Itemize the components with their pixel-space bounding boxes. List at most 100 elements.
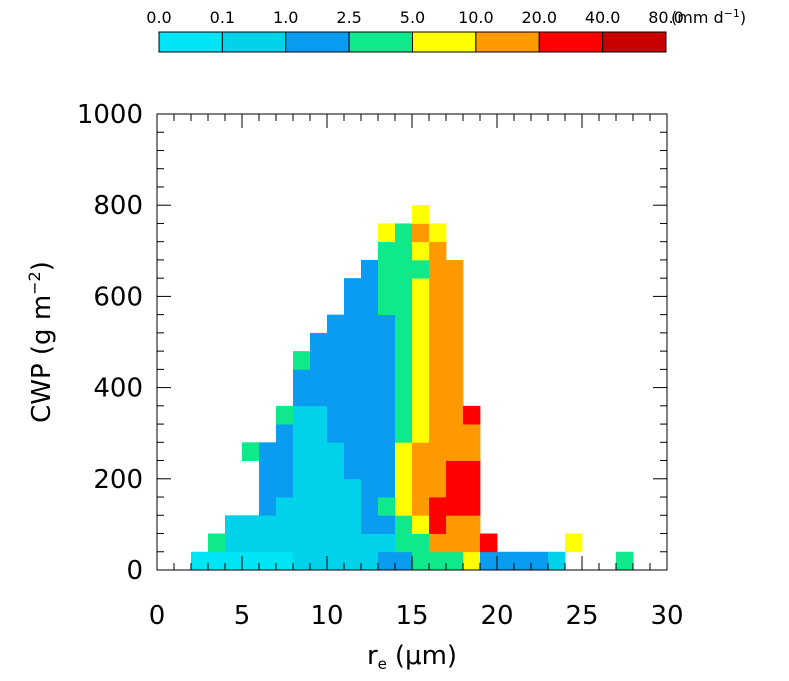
x-tick-label: 15: [395, 601, 428, 631]
heatmap-cell: [361, 369, 379, 388]
heatmap-cell: [361, 515, 379, 534]
heatmap-cell: [548, 551, 566, 571]
heatmap-cell: [310, 551, 328, 571]
heatmap-cell: [276, 460, 294, 480]
colorbar-labels: 0.0 0.1 1.0 2.5 5.0 10.0 20.0 40.0 80.0: [146, 8, 684, 27]
heatmap-cell: [361, 332, 379, 352]
heatmap-cell: [327, 351, 345, 370]
heatmap-cell: [429, 296, 447, 316]
heatmap-cell: [310, 332, 328, 352]
heatmap-cell: [395, 369, 413, 388]
x-tick-label: 30: [650, 601, 683, 631]
heatmap-cell: [276, 551, 294, 571]
colorbar: [158, 31, 667, 53]
heatmap-cell: [361, 259, 379, 279]
heatmap-cell: [378, 405, 396, 425]
heatmap-cell: [378, 515, 396, 534]
heatmap-cell: [378, 296, 396, 316]
heatmap-cell: [378, 241, 396, 261]
heatmap-cell: [361, 314, 379, 334]
heatmap-cell: [327, 424, 345, 443]
heatmap-cell: [276, 533, 294, 553]
heatmap-cell: [361, 296, 379, 316]
heatmap-cell: [395, 296, 413, 316]
heatmap-cell: [446, 387, 464, 407]
colorbar-swatch: [475, 31, 540, 53]
heatmap-cell: [327, 533, 345, 553]
heatmap-cell: [378, 223, 396, 243]
heatmap-cell: [259, 460, 277, 480]
heatmap-cell: [412, 515, 430, 534]
heatmap-cell: [327, 314, 345, 334]
y-tick-label: 600: [93, 282, 143, 312]
heatmap-cell: [293, 515, 311, 534]
heatmap-cell: [446, 369, 464, 388]
heatmap-cell: [378, 387, 396, 407]
heatmap-cell: [310, 442, 328, 461]
heatmap-cell: [395, 424, 413, 443]
heatmap-cell: [344, 332, 362, 352]
heatmap-cell: [310, 460, 328, 480]
heatmap-cell: [344, 278, 362, 297]
heatmap-cell: [361, 551, 379, 571]
heatmap-cell: [446, 442, 464, 461]
heatmap-cell: [395, 405, 413, 425]
heatmap-cell: [276, 424, 294, 443]
heatmap-cell: [344, 478, 362, 498]
heatmap-cell: [395, 332, 413, 352]
heatmap-cell: [276, 405, 294, 425]
heatmap-cell: [259, 515, 277, 534]
heatmap-cell: [344, 351, 362, 370]
heatmap-cell: [293, 405, 311, 425]
heatmap-cell: [378, 369, 396, 388]
heatmap-cell: [446, 478, 464, 498]
y-tick-label: 200: [93, 465, 143, 495]
heatmap-cell: [327, 460, 345, 480]
heatmap-cell: [412, 332, 430, 352]
heatmap-cell: [344, 314, 362, 334]
heatmap-cell: [259, 442, 277, 461]
y-tick-label: 800: [93, 191, 143, 221]
heatmap-cell: [242, 551, 260, 571]
heatmap-cell: [293, 460, 311, 480]
heatmap-cell: [327, 515, 345, 534]
heatmap-cell: [191, 551, 209, 571]
heatmap-cell: [361, 405, 379, 425]
heatmap-cell: [378, 551, 396, 571]
heatmap-cell: [276, 497, 294, 516]
heatmap-cell: [361, 533, 379, 553]
heatmap-cell: [412, 442, 430, 461]
heatmap-cell: [429, 424, 447, 443]
heatmap-cell: [293, 497, 311, 516]
heatmap-cell: [395, 314, 413, 334]
heatmap-cell: [344, 369, 362, 388]
heatmap-cell: [463, 533, 481, 553]
heatmap-cell: [378, 332, 396, 352]
heatmap-cell: [310, 424, 328, 443]
heatmap-cell: [429, 332, 447, 352]
heatmap-cell: [327, 497, 345, 516]
heatmap-cell: [310, 387, 328, 407]
x-axis-label: re (μm): [367, 641, 457, 673]
heatmap-cell: [412, 478, 430, 498]
heatmap-cell: [412, 223, 430, 243]
heatmap-cell: [276, 515, 294, 534]
heatmap-cell: [395, 278, 413, 297]
y-tick-label: 0: [126, 556, 143, 586]
x-tick-label: 10: [310, 601, 343, 631]
heatmap-cell: [378, 351, 396, 370]
heatmap-cell: [463, 460, 481, 480]
heatmap-cell: [395, 442, 413, 461]
heatmap-cell: [395, 515, 413, 534]
colorbar-swatch: [538, 31, 604, 53]
heatmap-cell: [480, 533, 498, 553]
heatmap-cell: [395, 223, 413, 243]
y-tick-label: 400: [93, 374, 143, 404]
heatmap-cell: [327, 332, 345, 352]
heatmap-cell: [429, 259, 447, 279]
heatmap-cell: [412, 369, 430, 388]
heatmap-cell: [412, 424, 430, 443]
heatmap-cell: [395, 497, 413, 516]
heatmap-cell: [412, 205, 430, 224]
heatmap-cell: [310, 405, 328, 425]
